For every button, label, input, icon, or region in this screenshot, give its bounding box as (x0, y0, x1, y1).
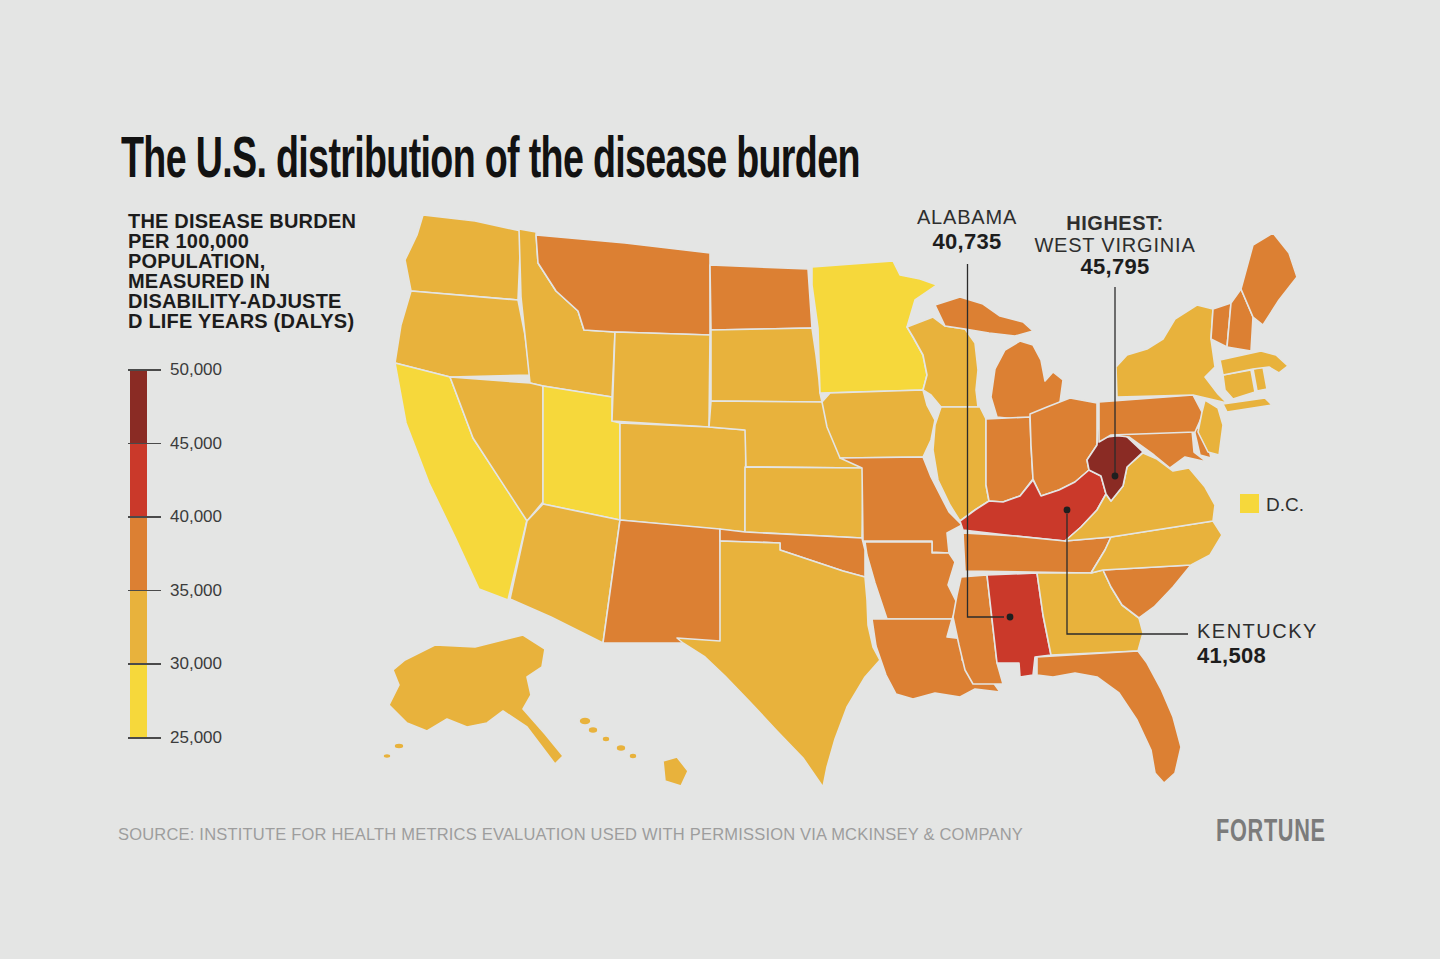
alabama-callout-dot (1007, 614, 1014, 621)
alabama-callout-line (968, 264, 1005, 617)
west-virginia-annotation-value: 45,795 (1005, 256, 1225, 278)
west-virginia-callout-dot (1112, 473, 1119, 480)
kentucky-callout-line (1067, 514, 1188, 634)
west-virginia-annotation-name: WEST VIRGINIA (1005, 234, 1225, 256)
kentucky-annotation: KENTUCKY 41,508 (1197, 620, 1318, 669)
kentucky-annotation-name: KENTUCKY (1197, 620, 1318, 643)
fortune-logo: FORTUNE (1216, 813, 1326, 849)
dc-legend-swatch (1240, 494, 1259, 513)
kentucky-annotation-value: 41,508 (1197, 643, 1318, 669)
kentucky-callout-dot (1064, 507, 1071, 514)
dc-legend-label: D.C. (1266, 494, 1304, 516)
source-credit: SOURCE: INSTITUTE FOR HEALTH METRICS EVA… (118, 825, 1023, 844)
west-virginia-annotation: HIGHEST: WEST VIRGINIA 45,795 (1005, 212, 1225, 278)
west-virginia-annotation-prefix: HIGHEST: (1005, 212, 1225, 234)
